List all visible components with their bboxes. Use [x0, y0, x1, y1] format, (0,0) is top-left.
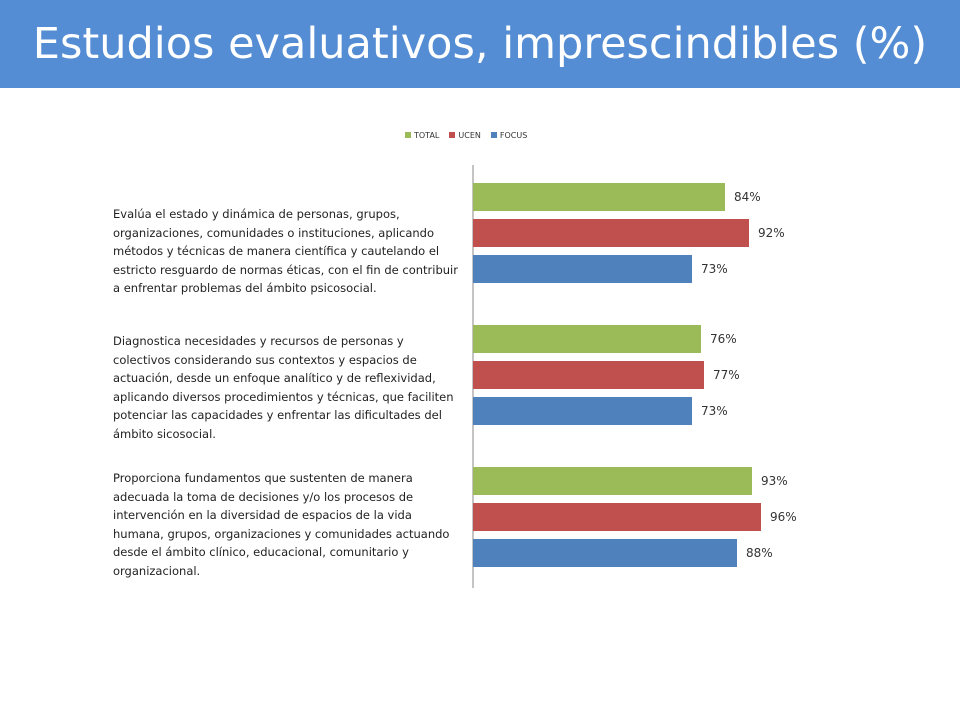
bar-total-3 [473, 467, 752, 495]
data-label-total-1: 84% [734, 190, 761, 204]
data-label-total-3: 93% [761, 474, 788, 488]
legend-swatch-total [405, 132, 411, 138]
legend-item-focus: FOCUS [490, 130, 528, 140]
data-label-ucen-3: 96% [770, 510, 797, 524]
data-label-focus-2: 73% [701, 404, 728, 418]
data-label-ucen-1: 92% [758, 226, 785, 240]
bar-ucen-2 [473, 361, 704, 389]
data-label-focus-1: 73% [701, 262, 728, 276]
legend-label-total: TOTAL [414, 130, 440, 140]
category-label-3: Proporciona fundamentos que sustenten de… [113, 471, 450, 578]
bar-focus-3 [473, 539, 737, 567]
bar-ucen-3 [473, 503, 761, 531]
data-label-focus-3: 88% [746, 546, 773, 560]
bar-total-2 [473, 325, 701, 353]
chart-legend: TOTAL UCEN FOCUS [405, 128, 527, 142]
category-label-1: Evalúa el estado y dinámica de personas,… [113, 207, 458, 296]
data-label-ucen-2: 77% [713, 368, 740, 382]
bar-focus-1 [473, 255, 692, 283]
slide-title: Estudios evaluativos, imprescindibles (%… [32, 19, 928, 69]
bar-total-1 [473, 183, 725, 211]
data-label-total-2: 76% [710, 332, 737, 346]
legend-label-ucen: UCEN [458, 130, 481, 140]
bar-focus-2 [473, 397, 692, 425]
legend-swatch-ucen [449, 132, 456, 138]
legend-label-focus: FOCUS [499, 130, 528, 140]
legend-swatch-focus [490, 132, 497, 138]
legend-item-total: TOTAL [405, 131, 439, 140]
legend-item-ucen: UCEN [449, 130, 481, 140]
slide-header: Estudios evaluativos, imprescindibles (%… [0, 0, 960, 88]
bar-ucen-1 [473, 219, 749, 247]
category-label-2: Diagnostica necesidades y recursos de pe… [113, 334, 454, 441]
